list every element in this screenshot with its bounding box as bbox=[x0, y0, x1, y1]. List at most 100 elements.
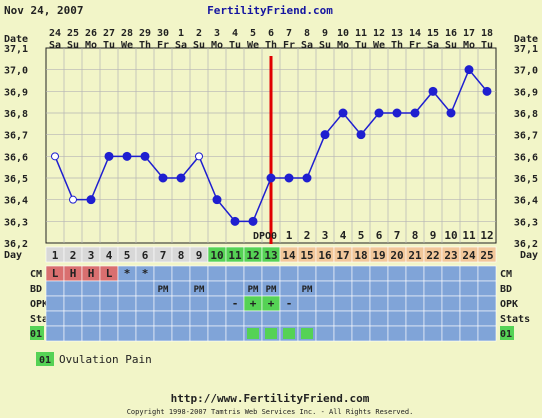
row-cell bbox=[171, 325, 191, 342]
temperature-point bbox=[464, 65, 474, 75]
row-cell bbox=[351, 265, 371, 282]
date-label: 4 bbox=[232, 28, 238, 39]
date-row-label: Date bbox=[4, 34, 28, 45]
row-cell bbox=[333, 280, 353, 297]
weekday-label: Su bbox=[193, 40, 205, 51]
temperature-point bbox=[158, 173, 168, 183]
date-label: 17 bbox=[463, 28, 475, 39]
weekday-label: Sa bbox=[427, 40, 439, 51]
row-cell bbox=[63, 310, 83, 327]
temperature-point bbox=[195, 152, 203, 161]
date-label: 6 bbox=[268, 28, 274, 39]
cycle-day-label: 24 bbox=[462, 249, 476, 262]
row-cell bbox=[387, 295, 407, 312]
date-label: 12 bbox=[373, 28, 385, 39]
weekday-label: Mo bbox=[85, 40, 97, 51]
date-label: 30 bbox=[157, 28, 169, 39]
row-cell bbox=[279, 310, 299, 327]
temperature-point bbox=[320, 130, 330, 140]
temperature-point bbox=[356, 130, 366, 140]
dpo-label: 10 bbox=[444, 229, 457, 242]
cycle-day-label: 9 bbox=[196, 249, 203, 262]
row-cell-value: H bbox=[70, 267, 77, 280]
row-cell bbox=[423, 310, 443, 327]
weekday-label: Fr bbox=[409, 40, 421, 51]
date-label: 8 bbox=[304, 28, 310, 39]
row-cell bbox=[99, 325, 119, 342]
temperature-point bbox=[374, 108, 384, 118]
row-cell bbox=[81, 325, 101, 342]
row-cell bbox=[423, 325, 443, 342]
temperature-point bbox=[446, 108, 456, 118]
row-cell-value: L bbox=[52, 267, 59, 280]
footer-copyright: Copyright 1998-2007 Tamtris Web Services… bbox=[127, 408, 414, 416]
weekday-label: Th bbox=[391, 40, 403, 51]
row-cell bbox=[99, 295, 119, 312]
ytick-label-left: 36,8 bbox=[4, 109, 28, 120]
row-cell bbox=[459, 295, 479, 312]
row-cell bbox=[441, 325, 461, 342]
row-cell bbox=[423, 280, 443, 297]
row-cell bbox=[477, 325, 497, 342]
row-cell bbox=[351, 295, 371, 312]
cycle-day-label: 2 bbox=[70, 249, 77, 262]
row-label-right: OPK bbox=[500, 299, 518, 310]
row-cell bbox=[333, 295, 353, 312]
row-label-right: 01 bbox=[500, 329, 512, 340]
row-cell bbox=[459, 325, 479, 342]
row-cell bbox=[387, 310, 407, 327]
row-cell bbox=[81, 310, 101, 327]
ovulation-pain-marker bbox=[301, 328, 313, 339]
row-cell bbox=[81, 280, 101, 297]
date-row-label-right: Date bbox=[514, 34, 538, 45]
row-cell bbox=[117, 295, 137, 312]
row-label-right: Stats bbox=[500, 314, 530, 325]
row-cell-value: * bbox=[142, 267, 149, 280]
ytick-label-right: 36,2 bbox=[514, 239, 538, 250]
date-label: 28 bbox=[121, 28, 133, 39]
site-title[interactable]: FertilityFriend.com bbox=[207, 4, 333, 17]
row-cell-value: + bbox=[250, 297, 257, 310]
row-cell bbox=[171, 280, 191, 297]
weekday-label: Tu bbox=[355, 40, 367, 51]
row-label: OPK bbox=[30, 299, 48, 310]
cycle-day-label: 8 bbox=[178, 249, 185, 262]
dpo-label: 4 bbox=[340, 229, 347, 242]
row-cell bbox=[423, 295, 443, 312]
ytick-label-left: 37,1 bbox=[4, 44, 28, 55]
cycle-day-label: 12 bbox=[246, 249, 259, 262]
row-cell bbox=[117, 280, 137, 297]
row-cell bbox=[135, 280, 155, 297]
ytick-label-left: 36,5 bbox=[4, 174, 28, 185]
row-cell bbox=[459, 280, 479, 297]
footer-url[interactable]: http://www.FertilityFriend.com bbox=[171, 392, 370, 405]
row-cell bbox=[135, 295, 155, 312]
date-label: 7 bbox=[286, 28, 292, 39]
dpo-label: 5 bbox=[358, 229, 365, 242]
weekday-label: Fr bbox=[283, 40, 295, 51]
cycle-day-label: 3 bbox=[88, 249, 95, 262]
weekday-label: Su bbox=[319, 40, 331, 51]
weekday-label: Mo bbox=[337, 40, 349, 51]
ytick-label-right: 36,8 bbox=[514, 109, 538, 120]
cycle-day-label: 11 bbox=[228, 249, 242, 262]
weekday-label: Tu bbox=[481, 40, 493, 51]
row-cell bbox=[189, 325, 209, 342]
ytick-label-left: 36,6 bbox=[4, 152, 28, 163]
row-cell bbox=[261, 265, 281, 282]
cycle-day-label: 25 bbox=[480, 249, 493, 262]
weekday-label: Th bbox=[265, 40, 277, 51]
row-cell bbox=[351, 325, 371, 342]
cycle-day-label: 20 bbox=[390, 249, 403, 262]
temperature-point bbox=[69, 195, 77, 204]
cycle-day-label: 6 bbox=[142, 249, 149, 262]
cycle-day-label: 22 bbox=[426, 249, 439, 262]
cycle-day-label: 13 bbox=[264, 249, 277, 262]
weekday-label: Th bbox=[139, 40, 151, 51]
dpo-label: 7 bbox=[394, 229, 401, 242]
date-label: 15 bbox=[427, 28, 439, 39]
row-cell bbox=[405, 295, 425, 312]
date-label: 29 bbox=[139, 28, 151, 39]
ovulation-pain-marker bbox=[247, 328, 259, 339]
